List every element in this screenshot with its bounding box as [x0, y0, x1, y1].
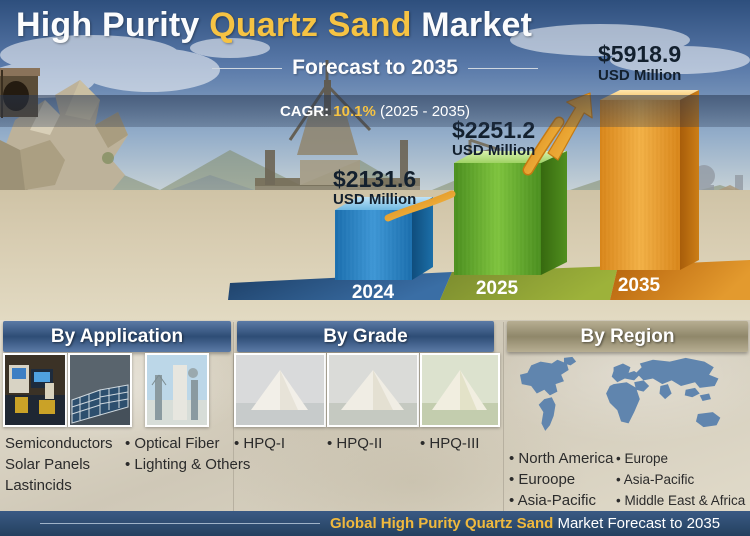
svg-text:2035: 2035 — [618, 275, 661, 296]
svg-text:$2131.6: $2131.6 — [333, 166, 416, 192]
svg-text:USD Million: USD Million — [452, 142, 535, 159]
svg-text:2024: 2024 — [352, 282, 395, 303]
svg-text:2025: 2025 — [476, 278, 519, 299]
svg-text:USD Million: USD Million — [333, 191, 416, 208]
